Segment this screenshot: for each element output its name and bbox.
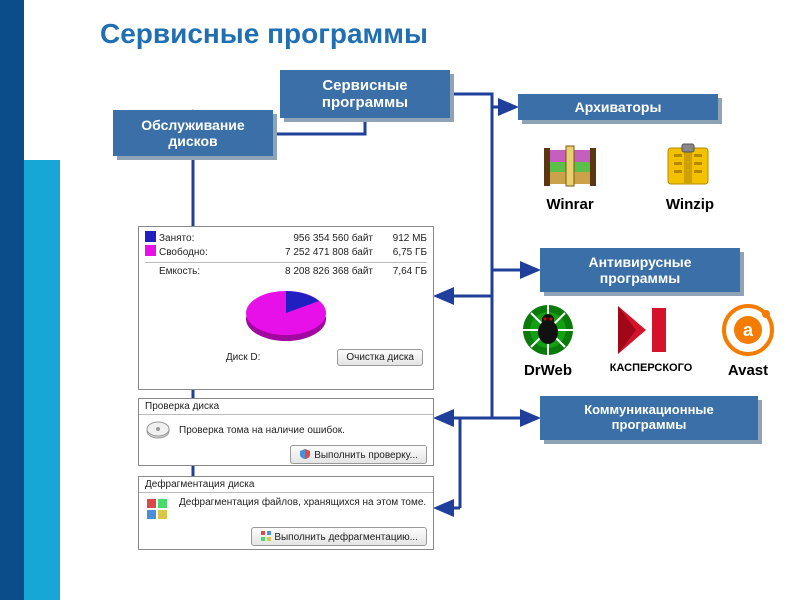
disk-panel: Занято: 956 354 560 байт 912 МБ Свободно… xyxy=(138,226,434,390)
svg-text:АНТИВИРУС: АНТИВИРУС xyxy=(677,311,683,348)
used-human: 912 МБ xyxy=(373,231,427,245)
box-archivers: Архиваторы xyxy=(518,94,718,120)
check-desc: Проверка тома на наличие ошибок. xyxy=(179,425,345,436)
defrag-btn-icon xyxy=(260,530,272,542)
drweb-label: DrWeb xyxy=(506,362,590,379)
cap-bytes: 8 208 826 368 байт xyxy=(235,266,373,277)
winrar-label: Winrar xyxy=(528,196,612,213)
winzip-icon xyxy=(660,140,716,190)
defrag-icon xyxy=(145,497,171,523)
kaspersky-icon: АНТИВИРУС xyxy=(608,302,688,358)
cleanup-button[interactable]: Очистка диска xyxy=(337,349,423,366)
defrag-desc: Дефрагментация файлов, хранящихся на это… xyxy=(179,497,426,509)
free-label: Свободно: xyxy=(159,245,235,259)
free-bytes: 7 252 471 808 байт xyxy=(235,245,373,259)
box-root: Сервисные программы xyxy=(280,70,450,118)
winrar-icon xyxy=(540,140,600,190)
cap-human: 7,64 ГБ xyxy=(373,266,427,277)
check-panel: Проверка диска Проверка тома на наличие … xyxy=(138,398,434,466)
check-button[interactable]: Выполнить проверку... xyxy=(290,445,427,464)
defrag-title: Дефрагментация диска xyxy=(139,477,433,493)
check-title: Проверка диска xyxy=(139,399,433,415)
free-human: 6,75 ГБ xyxy=(373,245,427,259)
defrag-button-label: Выполнить дефрагментацию... xyxy=(274,532,418,543)
box-disks: Обслуживание дисков xyxy=(113,110,273,156)
sidebar-bar-dark xyxy=(0,0,24,600)
page-title: Сервисные программы xyxy=(100,18,428,50)
avast-label: Avast xyxy=(712,362,784,379)
svg-text:a: a xyxy=(743,320,754,340)
sidebar-bar-light xyxy=(24,160,60,600)
defrag-panel: Дефрагментация диска Дефрагментация файл… xyxy=(138,476,434,550)
box-comm: Коммуникационные программы xyxy=(540,396,758,440)
used-bytes: 956 354 560 байт xyxy=(235,231,373,245)
avast-icon: a xyxy=(720,302,776,358)
used-label: Занято: xyxy=(159,231,235,245)
disk-name: Диск D: xyxy=(149,352,337,363)
disk-check-icon xyxy=(145,419,171,441)
winzip-label: Winzip xyxy=(648,196,732,213)
shield-icon xyxy=(299,448,311,460)
kaspersky-label: КАСПЕРСКОГО xyxy=(596,362,706,374)
box-antivirus: Антивирусные программы xyxy=(540,248,740,292)
disk-pie-icon xyxy=(241,281,331,347)
cap-label: Емкость: xyxy=(159,266,235,277)
defrag-button[interactable]: Выполнить дефрагментацию... xyxy=(251,527,427,546)
check-button-label: Выполнить проверку... xyxy=(314,450,418,461)
drweb-icon xyxy=(520,302,576,358)
